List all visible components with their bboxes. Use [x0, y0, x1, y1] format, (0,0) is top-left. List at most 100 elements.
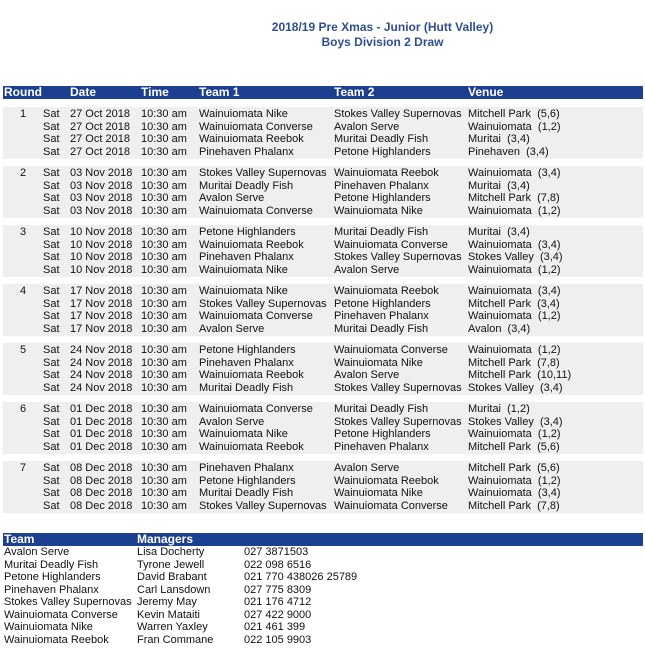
round-group — [3, 107, 643, 159]
cell: Wainuiomata Nike — [4, 621, 93, 633]
cell: Wainuiomata Converse — [334, 344, 448, 356]
cell: Sat — [43, 474, 60, 487]
cell: Kevin Mataiti — [137, 608, 200, 621]
cell: Wainuiomata (3,4) — [468, 285, 561, 297]
cell: Wainuiomata Nike — [199, 108, 288, 120]
cell: 03 Nov 2018 — [70, 192, 133, 204]
round-number: 3 — [20, 226, 27, 238]
cell: 27 Oct 2018 — [70, 108, 130, 120]
cell: 01 Dec 2018 — [70, 415, 133, 428]
cell: 17 Nov 2018 — [70, 285, 133, 297]
cell: 10:30 am — [141, 263, 187, 276]
cell: Petone Highlanders — [4, 571, 101, 583]
cell: Wainuiomata Converse — [4, 608, 118, 621]
cell: Wainuiomata Nike — [199, 285, 288, 297]
cell: Wainuiomata Reebok — [199, 133, 304, 145]
cell: 021 176 4712 — [244, 596, 312, 608]
cell: Wainuiomata (3,4) — [468, 167, 561, 179]
cell: 03 Nov 2018 — [70, 179, 133, 192]
cell: Wainuiomata (3,4) — [468, 238, 561, 251]
cell: 10:30 am — [141, 204, 187, 217]
cell: Wainuiomata (3,4) — [468, 487, 561, 499]
cell: Muritai Deadly Fish — [199, 381, 294, 394]
cell: 10:30 am — [141, 415, 187, 428]
cell: Pinehaven Phalanx — [334, 440, 429, 453]
column-header: Team 1 — [199, 85, 240, 99]
cell: Petone Highlanders — [334, 428, 431, 440]
round-group — [3, 461, 643, 513]
cell: Wainuiomata Reebok — [4, 633, 109, 646]
cell: Wainuiomata Converse — [199, 120, 313, 133]
round-number: 4 — [20, 285, 27, 297]
cell: Sat — [43, 120, 60, 133]
cell: Muritai Deadly Fish — [334, 133, 429, 145]
cell: Mitchell Park (3,4) — [468, 297, 560, 310]
round-number: 6 — [20, 403, 27, 415]
column-header: Time — [141, 85, 169, 99]
cell: 10:30 am — [141, 428, 187, 440]
round-number: 2 — [20, 167, 27, 179]
cell: Stokes Valley Supernovas — [4, 596, 132, 608]
column-header: Team 2 — [334, 85, 375, 99]
cell: Sat — [43, 487, 60, 499]
cell: Wainuiomata Reebok — [334, 474, 439, 487]
cell: 10:30 am — [141, 322, 187, 335]
cell: Muritai Deadly Fish — [4, 558, 99, 571]
round-number: 1 — [20, 108, 27, 120]
cell: 10:30 am — [141, 133, 187, 145]
round-group — [3, 343, 643, 395]
cell: Carl Lansdown — [137, 583, 211, 596]
cell: 10:30 am — [141, 297, 187, 310]
cell: Avalon Serve — [199, 322, 265, 335]
cell: Sat — [43, 344, 60, 356]
cell: Sat — [43, 310, 60, 322]
cell: Wainuiomata Reebok — [199, 238, 304, 251]
cell: 10:30 am — [141, 487, 187, 499]
cell: Tyrone Jewell — [137, 558, 205, 571]
column-header: Round — [4, 85, 42, 99]
cell: Sat — [43, 145, 60, 158]
draw-header — [3, 86, 643, 99]
cell: 27 Oct 2018 — [70, 120, 130, 133]
subtitle: Boys Division 2 Draw — [321, 35, 444, 49]
round-group — [3, 166, 643, 218]
cell: Wainuiomata Converse — [199, 204, 313, 217]
cell: Wainuiomata Nike — [199, 263, 288, 276]
cell: Sat — [43, 192, 60, 204]
cell: Sat — [43, 226, 60, 238]
cell: 10:30 am — [141, 108, 187, 120]
cell: Stokes Valley (3,4) — [468, 251, 563, 263]
cell: Sat — [43, 133, 60, 145]
cell: Fran Commane — [137, 633, 214, 646]
cell: Sat — [43, 263, 60, 276]
cell: Sat — [43, 403, 60, 415]
cell: 10:30 am — [141, 369, 187, 381]
cell: Mitchell Park (5,6) — [468, 108, 560, 120]
cell: Stokes Valley Supernovas — [334, 381, 462, 394]
cell: David Brabant — [137, 571, 207, 583]
cell: 10 Nov 2018 — [70, 238, 133, 251]
column-header: Team — [4, 532, 35, 546]
cell: 01 Dec 2018 — [70, 428, 133, 440]
cell: 10:30 am — [141, 192, 187, 204]
cell: Wainuiomata (1,2) — [468, 120, 561, 133]
cell: Wainuiomata (1,2) — [468, 263, 561, 276]
cell: Avalon Serve — [334, 120, 400, 133]
cell: Wainuiomata Nike — [334, 204, 423, 217]
cell: 10:30 am — [141, 403, 187, 415]
cell: Wainuiomata Converse — [334, 238, 448, 251]
cell: 027 3871503 — [244, 546, 309, 558]
round-number: 5 — [20, 344, 27, 356]
cell: 27 Oct 2018 — [70, 145, 130, 158]
cell: Wainuiomata Reebok — [334, 285, 439, 297]
cell: Pinehaven Phalanx — [199, 251, 294, 263]
cell: Pinehaven Phalanx — [334, 310, 429, 322]
cell: Wainuiomata (1,2) — [468, 428, 561, 440]
cell: Wainuiomata Converse — [334, 499, 448, 512]
cell: Petone Highlanders — [334, 192, 431, 204]
cell: Petone Highlanders — [334, 297, 431, 310]
cell: Avalon Serve — [199, 415, 265, 428]
cell: 10 Nov 2018 — [70, 251, 133, 263]
cell: Jeremy May — [137, 596, 197, 608]
cell: Avalon (3,4) — [468, 322, 531, 335]
